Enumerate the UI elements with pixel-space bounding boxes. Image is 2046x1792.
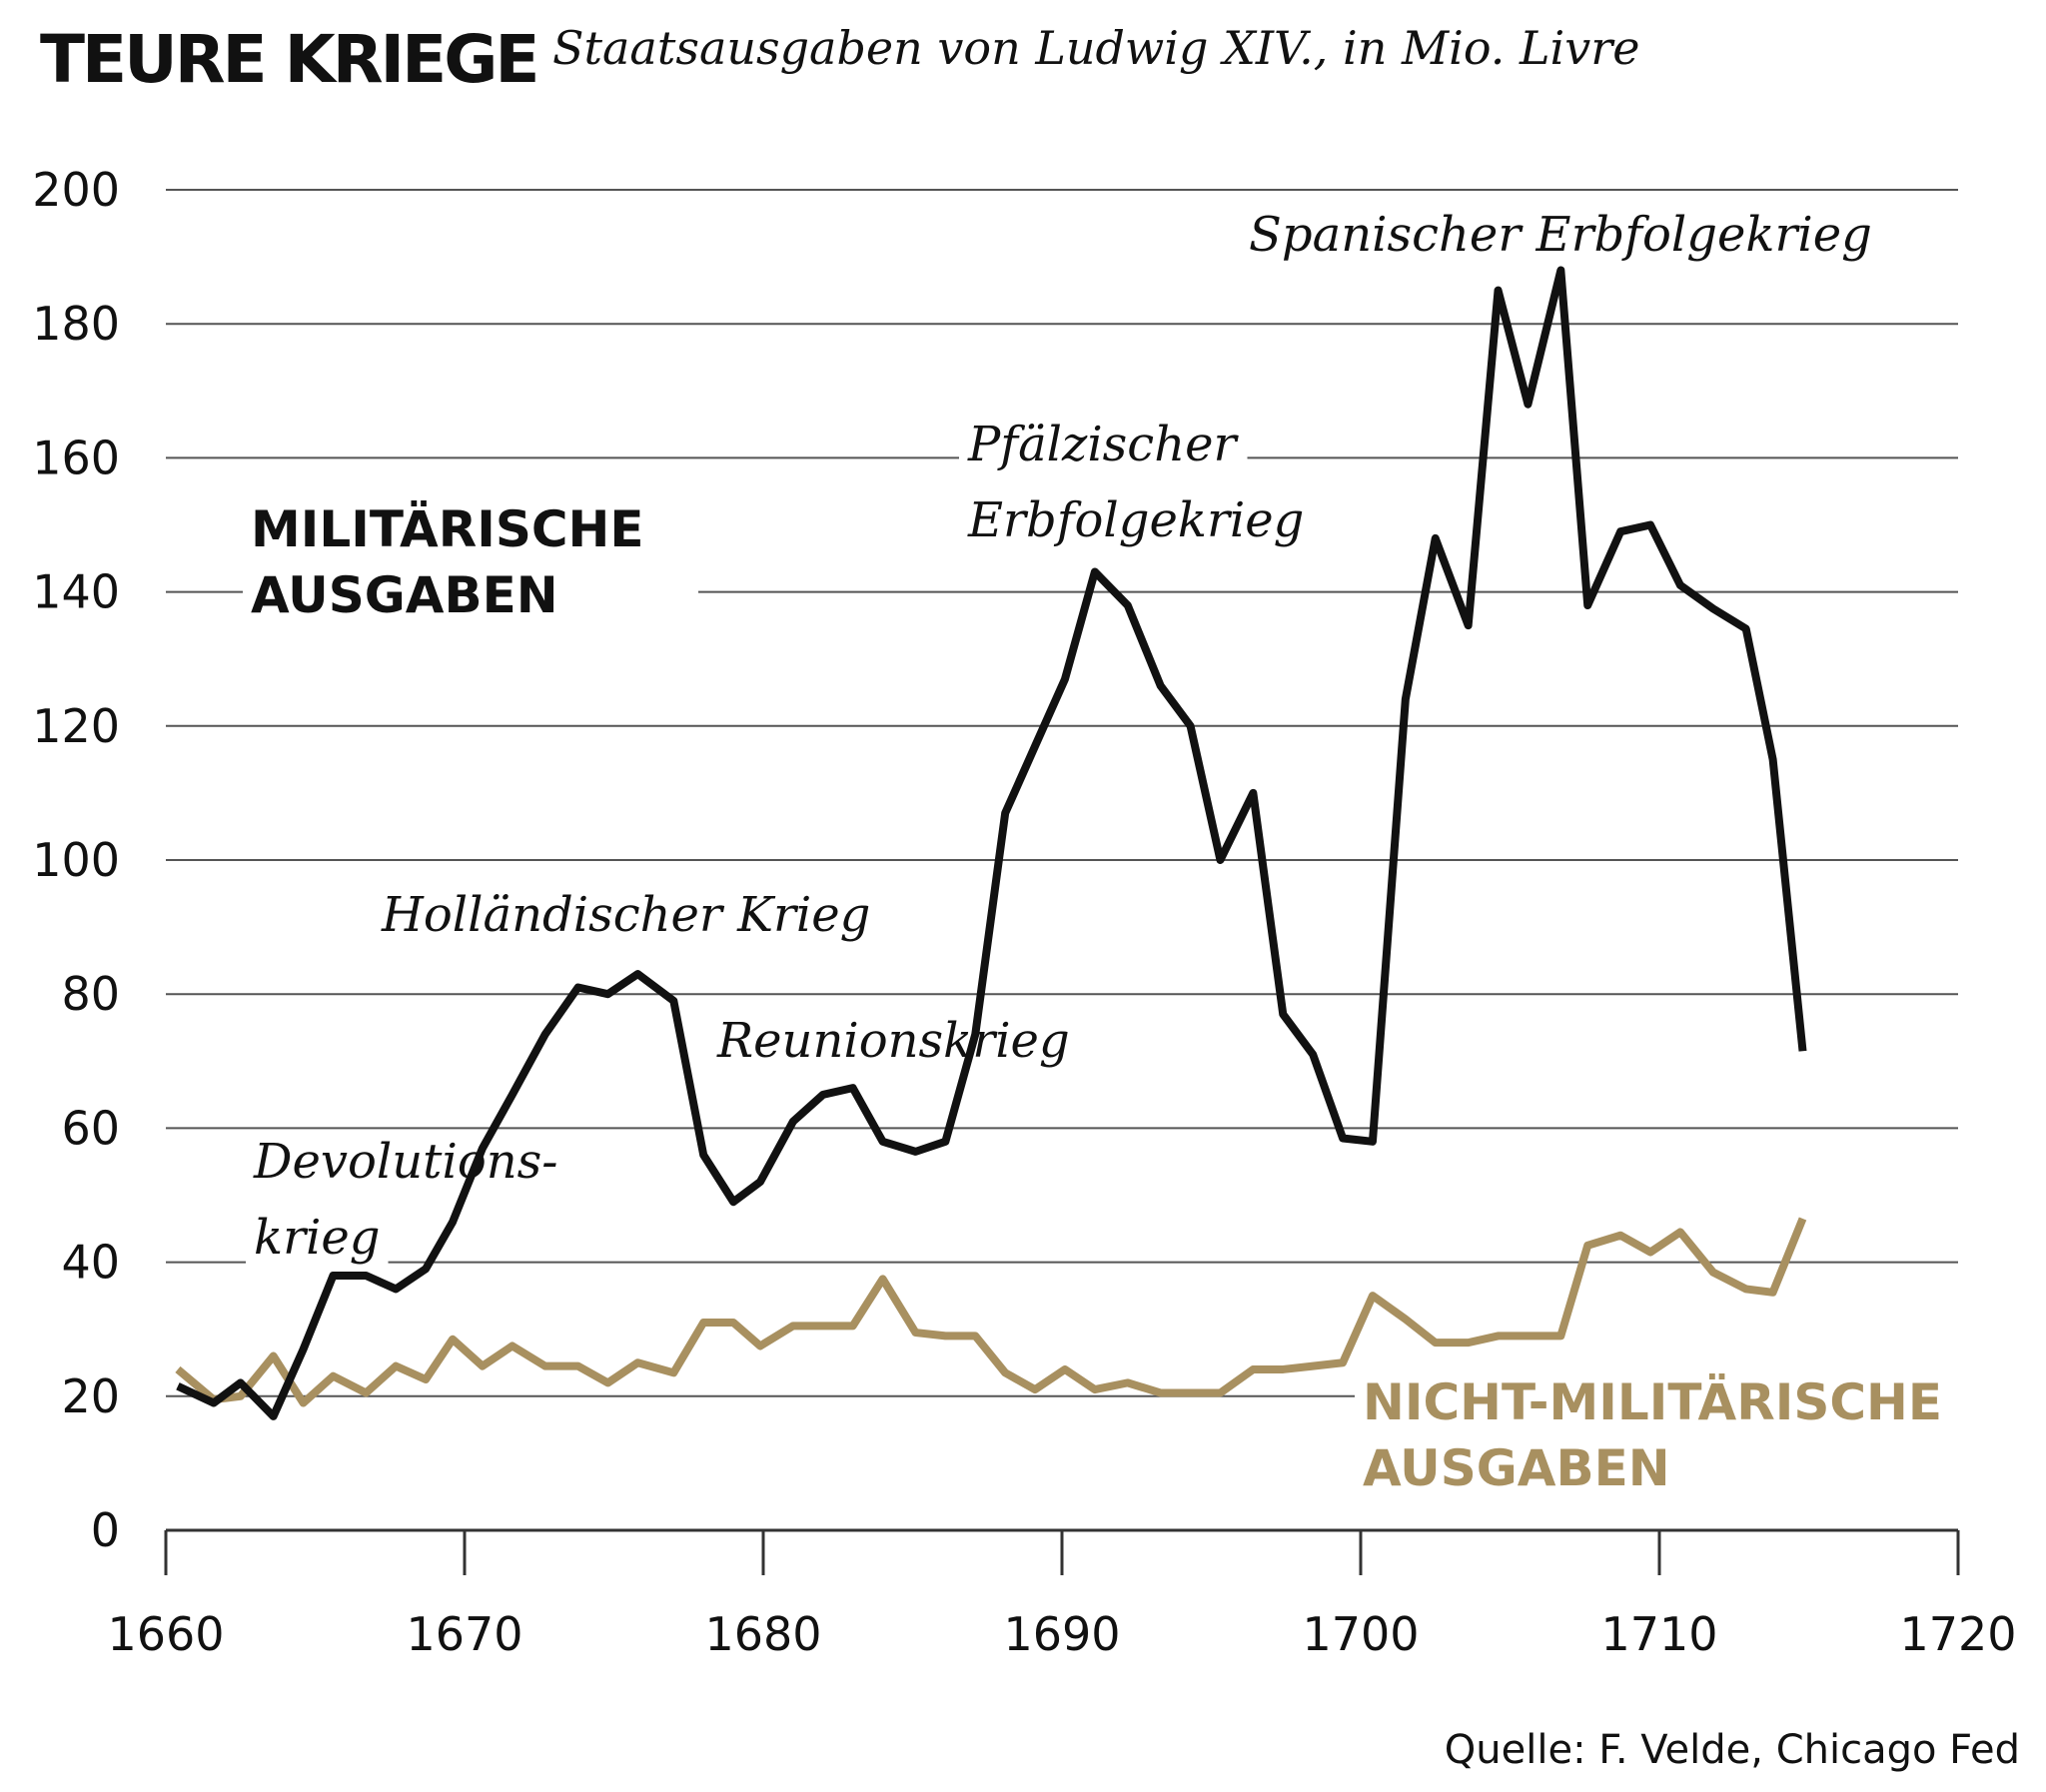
y-tick-label: 60 (61, 1101, 120, 1155)
annotation-bg (959, 417, 1248, 472)
annotation: Holländischer Krieg (381, 887, 870, 943)
x-tick-label: 1710 (1600, 1607, 1717, 1661)
annotation: Pfälzischer (967, 417, 1240, 472)
x-tick-label: 1720 (1899, 1607, 2016, 1661)
series-line (176, 266, 1807, 1420)
y-tick-label: 20 (61, 1369, 120, 1423)
annotation-bg (708, 1013, 1078, 1069)
annotation: Spanischer Erbfolgekrieg (1249, 207, 1872, 263)
chart-title: TEURE KRIEGE (40, 21, 536, 98)
annotation-bg (245, 1134, 566, 1190)
y-tick-label: 120 (32, 699, 120, 753)
source: Quelle: F. Velde, Chicago Fed (1445, 1727, 2020, 1773)
annotation: Erbfolgekrieg (967, 492, 1304, 548)
annotation: Devolutions- (253, 1134, 557, 1190)
annotation-bg (246, 1210, 389, 1266)
y-tick-label: 160 (32, 431, 120, 484)
chart-subtitle: Staatsausgaben von Ludwig XIV., in Mio. … (552, 21, 1639, 75)
x-tick-label: 1690 (1003, 1607, 1120, 1661)
annotation-bg (373, 887, 879, 943)
x-tick-label: 1660 (107, 1607, 224, 1661)
x-tick-label: 1670 (406, 1607, 522, 1661)
series-line (175, 1217, 1807, 1407)
x-tick-label: 1700 (1302, 1607, 1419, 1661)
y-tick-label: 80 (61, 967, 120, 1021)
annotation: krieg (254, 1210, 381, 1266)
y-tick-label: 100 (32, 833, 120, 887)
y-tick-label: 200 (32, 163, 120, 217)
series-label: NICHT-MILITÄRISCHE AUSGABEN (1355, 1369, 1990, 1501)
annotation-bg (959, 492, 1313, 548)
y-tick-label: 0 (91, 1503, 120, 1557)
y-tick-label: 40 (61, 1236, 120, 1290)
annotation: Reunionskrieg (716, 1013, 1070, 1069)
series-label: MILITÄRISCHE AUSGABEN (243, 496, 698, 628)
x-tick-label: 1680 (704, 1607, 821, 1661)
y-tick-label: 180 (32, 297, 120, 351)
annotation-bg (1241, 207, 1880, 263)
y-tick-label: 140 (32, 565, 120, 619)
